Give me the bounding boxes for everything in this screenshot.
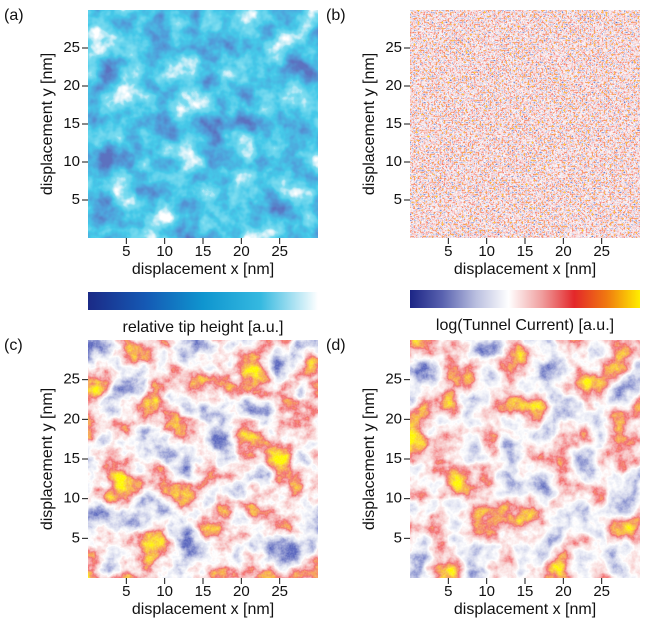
y-tick-label: 15	[63, 450, 80, 467]
colorbar-label: log(Tunnel Current) [a.u.]	[436, 317, 614, 334]
x-tick-label: 5	[122, 583, 130, 600]
x-axis-label: displacement x [nm]	[454, 601, 596, 618]
x-tick-label: 25	[271, 583, 288, 600]
colorbar-label: relative tip height [a.u.]	[123, 319, 284, 336]
x-tick-label: 20	[555, 583, 572, 600]
y-tick-label: 25	[63, 39, 80, 56]
y-tick-label: 15	[63, 115, 80, 132]
pixel-noise	[410, 10, 640, 238]
x-tick-label: 5	[444, 243, 452, 260]
y-tick-label: 25	[385, 371, 402, 388]
x-axis-label: displacement x [nm]	[454, 261, 596, 278]
y-tick-label: 5	[72, 191, 80, 208]
y-tick-label: 20	[63, 410, 80, 427]
y-tick-label: 15	[385, 450, 402, 467]
x-tick-label: 10	[156, 243, 173, 260]
x-tick-label: 5	[122, 243, 130, 260]
x-axis-label: displacement x [nm]	[132, 261, 274, 278]
x-tick-label: 20	[233, 243, 250, 260]
x-tick-label: 25	[593, 583, 610, 600]
y-axis-label: displacement y [nm]	[39, 53, 56, 195]
x-tick-label: 25	[271, 243, 288, 260]
y-tick-label: 10	[63, 490, 80, 507]
panel-label: (d)	[326, 337, 346, 354]
pixel-noise	[410, 340, 640, 578]
colorbar	[410, 290, 640, 308]
y-axis-label: displacement y [nm]	[39, 388, 56, 530]
heatmap-image	[88, 10, 318, 238]
y-tick-label: 25	[385, 39, 402, 56]
y-tick-label: 5	[394, 529, 402, 546]
y-tick-label: 15	[385, 115, 402, 132]
y-tick-label: 10	[63, 153, 80, 170]
x-axis-label: displacement x [nm]	[132, 601, 274, 618]
panel-label: (a)	[4, 7, 24, 24]
x-tick-label: 10	[156, 583, 173, 600]
y-tick-label: 10	[385, 490, 402, 507]
pixel-noise	[88, 340, 318, 578]
y-tick-label: 20	[63, 77, 80, 94]
colorbar	[88, 292, 318, 310]
y-tick-label: 20	[385, 77, 402, 94]
x-tick-label: 10	[478, 583, 495, 600]
y-tick-label: 25	[63, 371, 80, 388]
x-tick-label: 15	[195, 243, 212, 260]
y-axis-label: displacement y [nm]	[361, 388, 378, 530]
x-tick-label: 20	[555, 243, 572, 260]
y-tick-label: 20	[385, 410, 402, 427]
x-tick-label: 5	[444, 583, 452, 600]
x-tick-label: 10	[478, 243, 495, 260]
x-tick-label: 15	[517, 583, 534, 600]
x-tick-label: 20	[233, 583, 250, 600]
y-tick-label: 5	[72, 529, 80, 546]
y-axis-label: displacement y [nm]	[361, 53, 378, 195]
y-tick-label: 5	[394, 191, 402, 208]
x-tick-label: 25	[593, 243, 610, 260]
x-tick-label: 15	[195, 583, 212, 600]
panel-label: (b)	[326, 7, 346, 24]
x-tick-label: 15	[517, 243, 534, 260]
panel-label: (c)	[4, 337, 23, 354]
y-tick-label: 10	[385, 153, 402, 170]
